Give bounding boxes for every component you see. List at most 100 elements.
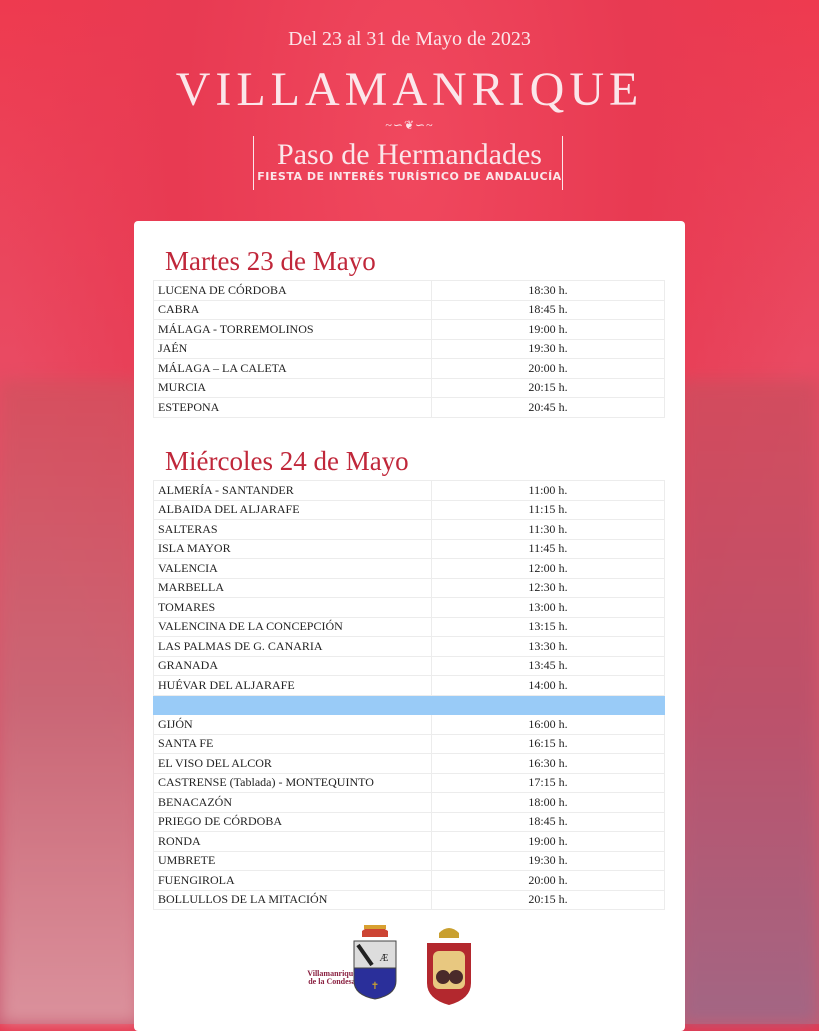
brotherhood-name: BOLLULLOS DE LA MITACIÓN	[153, 889, 432, 910]
event-title: Paso de Hermandades	[277, 138, 542, 171]
arrival-time: 20:00 h.	[431, 870, 665, 891]
brotherhood-name: LUCENA DE CÓRDOBA	[153, 280, 432, 301]
brotherhood-name: VALENCIA	[153, 558, 432, 579]
schedule-row: MÁLAGA – LA CALETA 20:00 h.	[153, 358, 665, 379]
logos: Villamanrique de la Condesa Æ ✝	[307, 925, 471, 1005]
brotherhood-name: GRANADA	[153, 655, 432, 676]
svg-text:Æ: Æ	[380, 953, 389, 964]
arrival-time: 16:15 h.	[431, 733, 665, 754]
arrival-time: 13:45 h.	[431, 655, 665, 676]
arrival-time: 13:00 h.	[431, 597, 665, 618]
arrival-time: 12:30 h.	[431, 577, 665, 598]
arrival-time: 20:15 h.	[431, 377, 665, 398]
schedule-row: TOMARES 13:00 h.	[153, 597, 665, 618]
brotherhood-name: BENACAZÓN	[153, 792, 432, 813]
schedule-row: SANTA FE 16:15 h.	[153, 733, 665, 754]
svg-text:✝: ✝	[371, 981, 379, 992]
brotherhood-name: GIJÓN	[153, 714, 432, 735]
blurred-crowd-left	[0, 380, 140, 1024]
brotherhood-name: ALMERÍA - SANTANDER	[153, 480, 432, 501]
arrival-time: 17:15 h.	[431, 772, 665, 793]
arrival-time: 13:30 h.	[431, 636, 665, 657]
brotherhood-name: HUÉVAR DEL ALJARAFE	[153, 675, 432, 696]
schedule-row: GRANADA 13:45 h.	[153, 655, 665, 676]
brotherhood-name: EL VISO DEL ALCOR	[153, 753, 432, 774]
event-subtitle: FIESTA DE INTERÉS TURÍSTICO DE ANDALUCÍA	[257, 170, 562, 183]
schedule-row: BOLLULLOS DE LA MITACIÓN 20:15 h.	[153, 889, 665, 910]
schedule-row: SALTERAS 11:30 h.	[153, 519, 665, 540]
brotherhood-name: ESTEPONA	[153, 397, 432, 418]
brotherhood-name: LAS PALMAS DE G. CANARIA	[153, 636, 432, 657]
schedule-row: ESTEPONA 20:45 h.	[153, 397, 665, 418]
schedule-row: MÁLAGA - TORREMOLINOS 19:00 h.	[153, 319, 665, 340]
schedule-row: CASTRENSE (Tablada) - MONTEQUINTO 17:15 h…	[153, 772, 665, 793]
brotherhood-name: MARBELLA	[153, 577, 432, 598]
brotherhood-name: PRIEGO DE CÓRDOBA	[153, 811, 432, 832]
arrival-time: 20:45 h.	[431, 397, 665, 418]
arrival-time: 20:00 h.	[431, 358, 665, 379]
arrival-time: 19:30 h.	[431, 338, 665, 359]
schedule-row: LAS PALMAS DE G. CANARIA 13:30 h.	[153, 636, 665, 657]
arrival-time: 18:30 h.	[431, 280, 665, 301]
schedule-table-day2: ALMERÍA - SANTANDER 11:00 h. ALBAIDA DEL A…	[153, 480, 665, 910]
brotherhood-name: MÁLAGA - TORREMOLINOS	[153, 319, 432, 340]
day-title: Martes 23 de Mayo	[165, 246, 376, 276]
arrival-time	[431, 694, 665, 715]
blurred-crowd-right	[679, 380, 819, 1024]
schedule-row: ALBAIDA DEL ALJARAFE 11:15 h.	[153, 499, 665, 520]
brotherhood-name: FUENGIROLA	[153, 870, 432, 891]
title-frame	[253, 136, 563, 190]
brotherhood-name: ISLA MAYOR	[153, 538, 432, 559]
arrival-time: 11:15 h.	[431, 499, 665, 520]
brotherhood-name: SALTERAS	[153, 519, 432, 540]
arrival-time: 18:00 h.	[431, 792, 665, 813]
brotherhood-name: RONDA	[153, 831, 432, 852]
brotherhood-name	[153, 694, 432, 715]
schedule-table-day1: LUCENA DE CÓRDOBA 18:30 h. CABRA 18:45 h. MÁ…	[153, 280, 665, 418]
schedule-row: HUÉVAR DEL ALJARAFE 14:00 h.	[153, 675, 665, 696]
schedule-row: VALENCIA 12:00 h.	[153, 558, 665, 579]
schedule-row: CABRA 18:45 h.	[153, 299, 665, 320]
schedule-row: RONDA 19:00 h.	[153, 831, 665, 852]
svg-text:Villamanrique: Villamanrique	[307, 969, 357, 978]
schedule-row: LUCENA DE CÓRDOBA 18:30 h.	[153, 280, 665, 301]
arrival-time: 11:00 h.	[431, 480, 665, 501]
arrival-time: 19:00 h.	[431, 319, 665, 340]
schedule-row: JAÉN 19:30 h.	[153, 338, 665, 359]
arrival-time: 12:00 h.	[431, 558, 665, 579]
schedule-row: MURCIA 20:15 h.	[153, 377, 665, 398]
arrival-time: 16:30 h.	[431, 753, 665, 774]
brotherhood-emblem	[427, 928, 471, 1005]
schedule-row: MARBELLA 12:30 h.	[153, 577, 665, 598]
arrival-time: 19:30 h.	[431, 850, 665, 871]
arrival-time: 19:00 h.	[431, 831, 665, 852]
event-dates: Del 23 al 31 de Mayo de 2023	[288, 28, 531, 50]
schedule-row: PRIEGO DE CÓRDOBA 18:45 h.	[153, 811, 665, 832]
brotherhood-name: SANTA FE	[153, 733, 432, 754]
schedule-row: VALENCINA DE LA CONCEPCIÓN 13:15 h.	[153, 616, 665, 637]
brotherhood-name: MURCIA	[153, 377, 432, 398]
brotherhood-name: TOMARES	[153, 597, 432, 618]
brotherhood-name: VALENCINA DE LA CONCEPCIÓN	[153, 616, 432, 637]
arrival-time: 16:00 h.	[431, 714, 665, 735]
brotherhood-name: ALBAIDA DEL ALJARAFE	[153, 499, 432, 520]
arrival-time: 13:15 h.	[431, 616, 665, 637]
brotherhood-name: UMBRETE	[153, 850, 432, 871]
arrival-time: 20:15 h.	[431, 889, 665, 910]
brotherhood-name: CASTRENSE (Tablada) - MONTEQUINTO	[153, 772, 432, 793]
arrival-time: 11:45 h.	[431, 538, 665, 559]
schedule-row: EL VISO DEL ALCOR 16:30 h.	[153, 753, 665, 774]
schedule-row: ALMERÍA - SANTANDER 11:00 h.	[153, 480, 665, 501]
schedule-row: GIJÓN 16:00 h.	[153, 714, 665, 735]
arrival-time: 11:30 h.	[431, 519, 665, 540]
town-logo: Villamanrique de la Condesa Æ ✝	[307, 925, 397, 1000]
svg-text:de la Condesa: de la Condesa	[308, 977, 356, 986]
schedule-row: ISLA MAYOR 11:45 h.	[153, 538, 665, 559]
ornament-divider: ~∽❦∽~	[385, 118, 434, 132]
day-title: Miércoles 24 de Mayo	[165, 446, 409, 476]
brotherhood-name: JAÉN	[153, 338, 432, 359]
town-name: VILLAMANRIQUE	[175, 63, 644, 116]
schedule-row: FUENGIROLA 20:00 h.	[153, 870, 665, 891]
arrival-time: 18:45 h.	[431, 811, 665, 832]
schedule-row: BENACAZÓN 18:00 h.	[153, 792, 665, 813]
